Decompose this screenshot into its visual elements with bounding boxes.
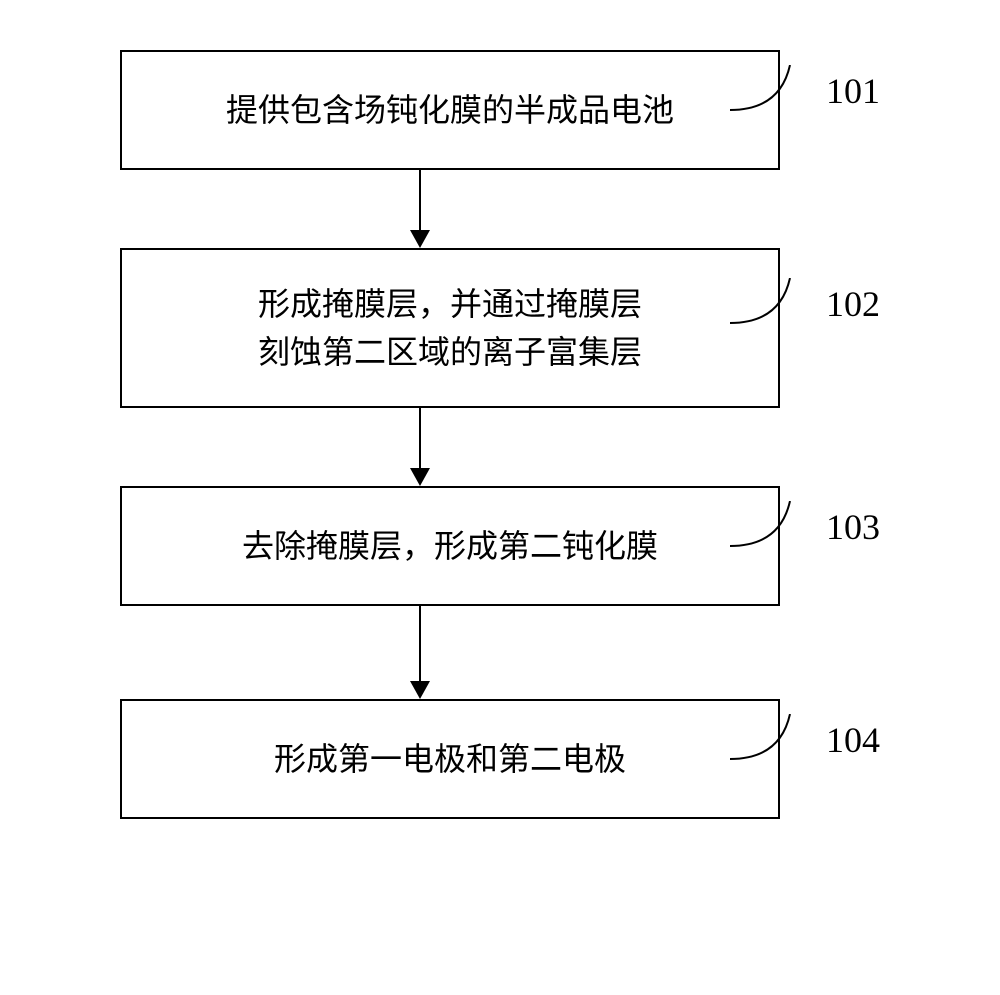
- step-box-103: 去除掩膜层，形成第二钝化膜: [120, 486, 780, 606]
- arrow-102-103: [410, 408, 430, 486]
- arrow-head-icon: [410, 681, 430, 699]
- step-label-104: 104: [826, 719, 880, 761]
- step-box-101: 提供包含场钝化膜的半成品电池: [120, 50, 780, 170]
- arrow-line: [419, 606, 421, 681]
- flowchart-container: 提供包含场钝化膜的半成品电池 101 形成掩膜层，并通过掩膜层 刻蚀第二区域的离…: [60, 50, 940, 819]
- step-row-103: 去除掩膜层，形成第二钝化膜 103: [60, 486, 940, 606]
- step-text-103: 去除掩膜层，形成第二钝化膜: [242, 522, 658, 570]
- step-label-103: 103: [826, 506, 880, 548]
- step-box-102: 形成掩膜层，并通过掩膜层 刻蚀第二区域的离子富集层: [120, 248, 780, 408]
- step-text-102-line1: 形成掩膜层，并通过掩膜层: [258, 280, 642, 328]
- step-text-101: 提供包含场钝化膜的半成品电池: [226, 86, 674, 134]
- arrow-line: [419, 408, 421, 468]
- step-label-101: 101: [826, 70, 880, 112]
- step-text-102-line2: 刻蚀第二区域的离子富集层: [258, 328, 642, 376]
- arrow-101-102: [410, 170, 430, 248]
- step-row-101: 提供包含场钝化膜的半成品电池 101: [60, 50, 940, 170]
- step-row-104: 形成第一电极和第二电极 104: [60, 699, 940, 819]
- arrow-head-icon: [410, 468, 430, 486]
- arrow-103-104: [410, 606, 430, 699]
- arrow-line: [419, 170, 421, 230]
- step-box-104: 形成第一电极和第二电极: [120, 699, 780, 819]
- step-label-102: 102: [826, 283, 880, 325]
- step-text-104: 形成第一电极和第二电极: [274, 735, 626, 783]
- arrow-head-icon: [410, 230, 430, 248]
- step-row-102: 形成掩膜层，并通过掩膜层 刻蚀第二区域的离子富集层 102: [60, 248, 940, 408]
